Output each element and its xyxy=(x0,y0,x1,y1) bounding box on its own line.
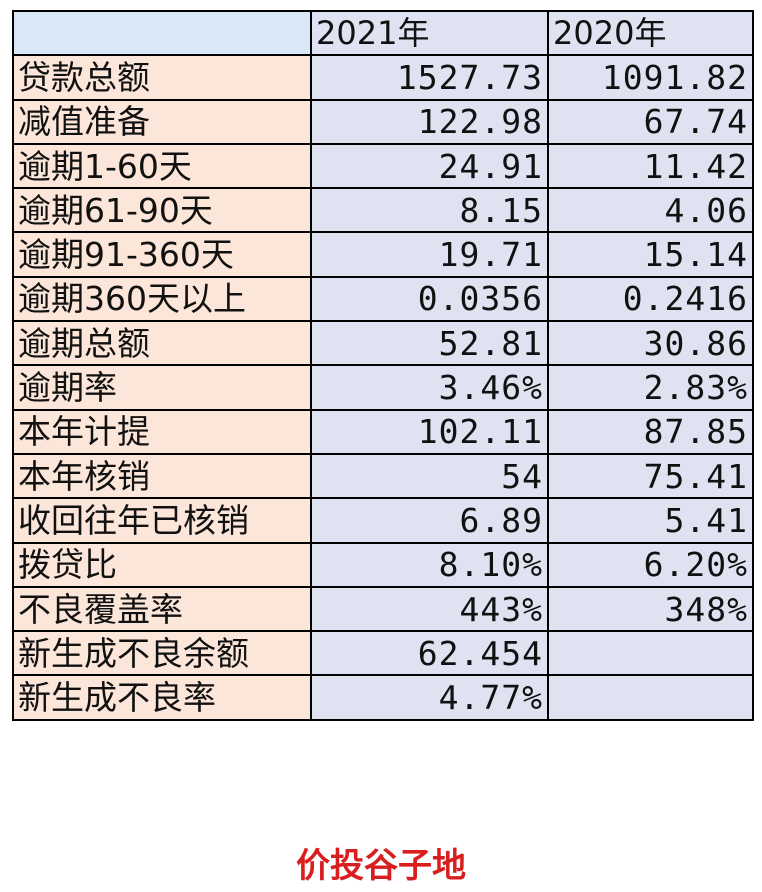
row-label: 逾期91-360天 xyxy=(12,231,312,278)
value-2020-cell xyxy=(547,674,754,721)
table-row: 逾期总额 52.81 30.86 xyxy=(12,320,754,367)
value-2021-cell: 54 xyxy=(310,452,549,500)
row-label: 逾期1-60天 xyxy=(12,142,312,190)
value-2021-cell: 3.46% xyxy=(310,364,549,411)
table-row: 逾期1-60天 24.91 11.42 xyxy=(12,142,754,190)
row-label: 拨贷比 xyxy=(12,541,312,588)
value-2020-cell: 11.42 xyxy=(547,142,754,190)
value-2020-cell: 15.14 xyxy=(547,231,754,278)
table-row: 逾期91-360天 19.71 15.14 xyxy=(12,231,754,278)
value-2021-cell: 62.454 xyxy=(310,630,549,677)
row-label: 收回往年已核销 xyxy=(12,497,312,544)
table-row: 减值准备 122.98 67.74 xyxy=(12,98,754,145)
row-label: 贷款总额 xyxy=(12,54,312,101)
row-label: 新生成不良余额 xyxy=(12,630,312,677)
value-2021-cell: 0.0356 xyxy=(310,275,549,323)
row-label: 不良覆盖率 xyxy=(12,585,312,633)
row-label: 逾期总额 xyxy=(12,320,312,367)
row-label: 逾期率 xyxy=(12,364,312,411)
value-2020-cell xyxy=(547,630,754,677)
value-2020-cell: 4.06 xyxy=(547,187,754,234)
value-2020-cell: 67.74 xyxy=(547,98,754,145)
header-year-2021: 2021年 xyxy=(310,9,549,57)
row-label: 本年计提 xyxy=(12,408,312,455)
value-2020-cell: 75.41 xyxy=(547,452,754,500)
table-body: 2021年 2020年 贷款总额 1527.73 1091.82 减值准备 122.98… xyxy=(12,9,754,721)
value-2020-cell: 2.83% xyxy=(547,364,754,411)
value-2020-cell: 30.86 xyxy=(547,320,754,367)
value-2020-cell: 0.2416 xyxy=(547,275,754,323)
value-2020-cell: 87.85 xyxy=(547,408,754,455)
value-2021-cell: 8.10% xyxy=(310,541,549,588)
value-2021-cell: 52.81 xyxy=(310,320,549,367)
header-year-2020: 2020年 xyxy=(547,9,754,57)
table-row: 本年核销 54 75.41 xyxy=(12,452,754,500)
value-2021-cell: 122.98 xyxy=(310,98,549,145)
value-2021-cell: 443% xyxy=(310,585,549,633)
value-2021-cell: 1527.73 xyxy=(310,54,549,101)
table-row: 拨贷比 8.10% 6.20% xyxy=(12,541,754,588)
row-label: 本年核销 xyxy=(12,452,312,500)
row-label: 新生成不良率 xyxy=(12,674,312,721)
table-row: 贷款总额 1527.73 1091.82 xyxy=(12,54,754,101)
watermark-text: 价投谷子地 xyxy=(296,846,466,886)
value-2021-cell: 6.89 xyxy=(310,497,549,544)
table-row: 新生成不良余额 62.454 xyxy=(12,630,754,677)
row-label: 减值准备 xyxy=(12,98,312,145)
row-label: 逾期360天以上 xyxy=(12,275,312,323)
value-2021-cell: 24.91 xyxy=(310,142,549,190)
table-row: 本年计提 102.11 87.85 xyxy=(12,408,754,455)
value-2020-cell: 5.41 xyxy=(547,497,754,544)
row-label: 逾期61-90天 xyxy=(12,187,312,234)
table-row: 新生成不良率 4.77% xyxy=(12,674,754,721)
value-2020-cell: 348% xyxy=(547,585,754,633)
header-row: 2021年 2020年 xyxy=(12,9,754,57)
value-2021-cell: 8.15 xyxy=(310,187,549,234)
loan-quality-table: 2021年 2020年 贷款总额 1527.73 1091.82 减值准备 122.98… xyxy=(12,9,754,721)
value-2020-cell: 6.20% xyxy=(547,541,754,588)
table-row: 不良覆盖率 443% 348% xyxy=(12,585,754,633)
table-row: 逾期61-90天 8.15 4.06 xyxy=(12,187,754,234)
header-corner-cell xyxy=(12,9,312,57)
table-row: 逾期360天以上 0.0356 0.2416 xyxy=(12,275,754,323)
table-row: 逾期率 3.46% 2.83% xyxy=(12,364,754,411)
value-2021-cell: 102.11 xyxy=(310,408,549,455)
table-row: 收回往年已核销 6.89 5.41 xyxy=(12,497,754,544)
value-2020-cell: 1091.82 xyxy=(547,54,754,101)
value-2021-cell: 19.71 xyxy=(310,231,549,278)
value-2021-cell: 4.77% xyxy=(310,674,549,721)
